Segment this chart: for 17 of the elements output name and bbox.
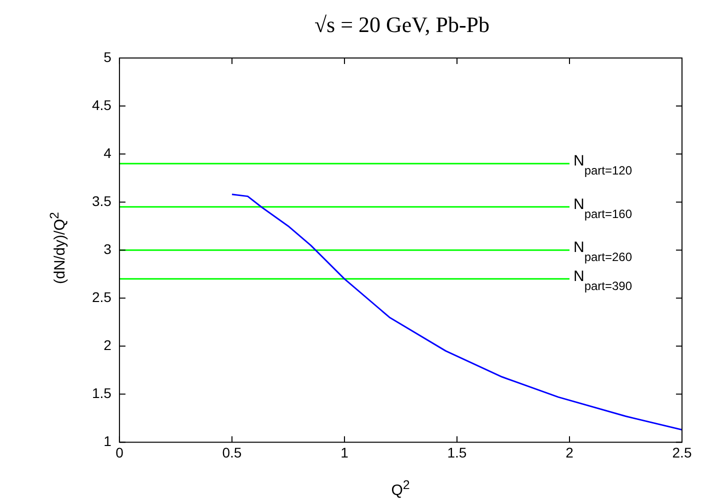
x-tick-label: 0.5 (222, 444, 242, 460)
x-tick-label: 1 (340, 444, 349, 460)
x-tick-label: 2 (566, 444, 574, 460)
y-tick-label: 3 (104, 240, 112, 257)
x-tick-label: 0 (116, 444, 124, 460)
y-tick-label: 1 (104, 433, 112, 450)
x-tick-label: 2.5 (672, 444, 692, 460)
y-tick-label: 2.5 (92, 288, 112, 305)
y-tick-label: 4 (104, 144, 112, 161)
y-tick-label: 2 (104, 337, 112, 354)
chart-title: √s = 20 GeV, Pb-Pb (313, 12, 491, 38)
y-tick-label: 4.5 (92, 96, 112, 113)
x-axis-title: Q$^{2}$ (390, 478, 411, 499)
y-tick-label: 5 (104, 48, 112, 65)
y-tick-label: 1.5 (92, 385, 112, 402)
y-tick-label: 3.5 (92, 192, 112, 209)
x-tick-label: 1.5 (447, 444, 467, 460)
